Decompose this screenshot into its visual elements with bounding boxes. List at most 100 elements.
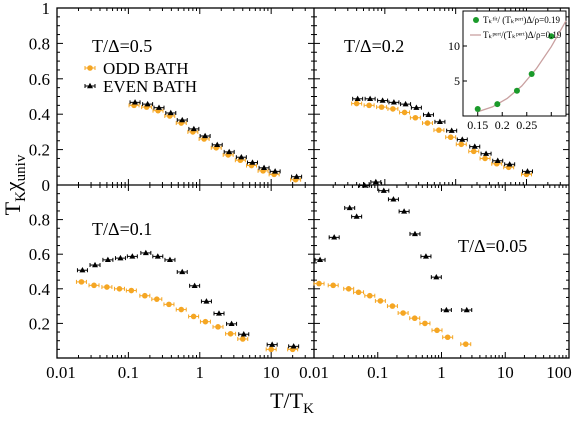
even-point [114,254,126,261]
odd-point [353,289,365,296]
even-point [213,310,225,316]
series-even [76,249,300,349]
y-tick-label: 0.2 [29,141,50,160]
y-tick-label: 0.8 [29,211,50,230]
even-point [102,256,114,263]
even-point [153,104,165,110]
even-point [188,125,200,132]
x-tick-label: 0.01 [46,363,76,382]
odd-point [374,298,386,304]
odd-point [139,292,151,299]
inset-plot: 0.15 0.2 0.25 5 10 Tₖᶠⁱᵗ/ (Tₖᵖᵉʳᵗ)Δ/ρ=0.19 Tₖᵖ… [448,10,567,132]
even-point [422,111,434,117]
x-tick-label: 1 [437,363,446,382]
panel-top-right: T/Δ=0.2 [344,36,533,178]
odd-point [468,148,480,155]
panel-label: T/Δ=0.5 [92,36,152,56]
odd-point [363,102,375,109]
inset-curve [477,20,567,113]
panel-label: T/Δ=0.2 [344,36,404,56]
even-point [469,143,481,149]
even-point [409,230,421,237]
odd-point [376,104,388,110]
even-point [377,97,389,103]
legend-odd-label: ODD BATH [103,59,188,78]
odd-point [265,346,277,353]
even-point [200,298,212,304]
odd-point [421,120,433,126]
y-tick-label: 0.2 [29,314,50,333]
panel-label: T/Δ=0.1 [92,219,152,239]
inset-x-tick-label: 0.15 [467,118,488,132]
even-point [410,104,422,110]
odd-point [479,155,491,162]
even-point [434,118,446,125]
even-point [364,95,376,102]
even-point [344,204,356,211]
even-point [258,164,270,171]
even-point [140,249,152,256]
even-point [84,82,96,89]
y-axis-label: TKχuniv [0,154,29,215]
even-point [266,341,278,347]
odd-point [455,141,467,148]
inset-point [494,101,501,108]
even-point [314,256,326,263]
odd-point [199,318,211,325]
odd-point [433,127,445,133]
even-point [246,159,258,165]
even-point [235,154,247,160]
odd-point [101,284,113,290]
legend-even-label: EVEN BATH [103,77,197,96]
even-point [370,178,382,185]
odd-point [343,286,355,292]
even-point [522,168,533,174]
even-point [378,187,390,193]
even-point [223,148,235,155]
odd-point [151,296,163,302]
x-tick-label: 10 [263,363,280,382]
inset-point [548,33,555,40]
odd-point [419,320,431,327]
odd-point [113,286,125,292]
even-point [199,132,211,139]
even-point [129,99,141,105]
even-point [165,109,177,116]
even-point [387,196,399,202]
even-point [269,168,281,174]
series-even [314,178,473,313]
odd-point [327,282,339,289]
ticks-bottom-left [56,184,314,359]
even-point [351,213,363,219]
y-tick-label: 1 [42,0,51,18]
even-point [152,253,164,259]
panel-bottom-right: T/Δ=0.05 [313,178,527,347]
odd-point [88,282,100,289]
even-point [291,173,303,179]
x-tick-label: 0.01 [299,363,329,382]
even-point [492,157,504,163]
odd-point [125,287,137,294]
odd-point [431,327,443,334]
even-point [446,127,458,133]
x-tick-label: 0.1 [367,363,388,382]
even-point [189,282,201,288]
y-tick-label: 0 [42,176,51,195]
even-point [164,256,176,263]
even-point [440,306,452,313]
inset-point [528,71,535,77]
even-point [142,100,154,107]
even-point [176,116,188,123]
odd-point [175,306,187,313]
x-tick-label: 10 [497,363,514,382]
even-point [388,99,400,105]
even-point [398,208,410,214]
even-point [288,343,300,349]
inset-y-tick-label: 5 [454,74,460,88]
y-tick-label: 0.4 [29,280,51,299]
even-point [420,253,432,259]
odd-point [442,334,454,341]
panel-label: T/Δ=0.05 [458,236,527,256]
odd-point [84,65,96,71]
